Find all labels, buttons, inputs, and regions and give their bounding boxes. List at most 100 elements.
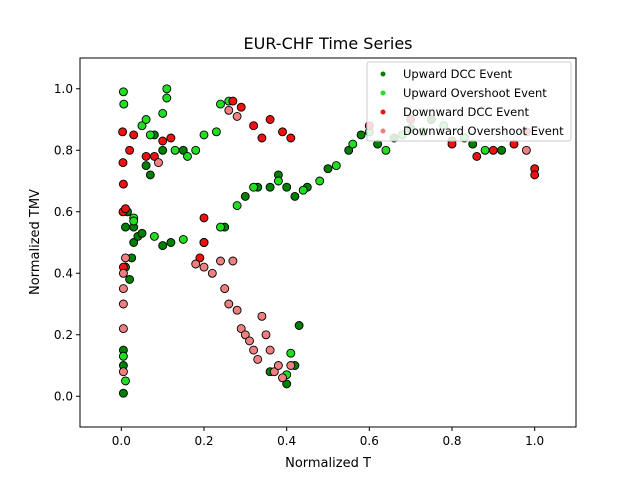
- x-axis-label: Normalized T: [285, 456, 371, 471]
- data-point: [530, 170, 540, 180]
- data-point: [125, 274, 135, 284]
- data-point: [118, 158, 128, 168]
- data-point: [119, 99, 129, 109]
- data-point: [118, 268, 128, 278]
- data-point: [216, 222, 225, 232]
- legend-box: [366, 61, 572, 142]
- data-point: [220, 284, 230, 294]
- data-point: [282, 182, 292, 192]
- data-point: [232, 201, 242, 211]
- data-point: [121, 222, 130, 232]
- data-point: [273, 176, 283, 186]
- data-point: [191, 259, 201, 269]
- data-point: [265, 345, 275, 355]
- data-point: [344, 145, 354, 155]
- data-point: [166, 238, 176, 247]
- x-tick-label: 0.4: [277, 434, 296, 448]
- data-point: [149, 231, 159, 241]
- data-point: [257, 133, 267, 143]
- legend-label: Upward DCC Event: [403, 67, 513, 81]
- data-point: [290, 191, 300, 201]
- legend-items: Upward DCC Event Upward Overshoot Event Do…: [380, 67, 564, 138]
- data-point: [294, 321, 304, 330]
- data-point: [216, 256, 225, 266]
- data-point: [286, 133, 296, 143]
- data-point: [282, 379, 292, 389]
- data-point: [170, 145, 180, 155]
- data-point: [137, 228, 147, 238]
- y-tick-label: 0.0: [54, 389, 73, 403]
- data-point: [195, 253, 205, 263]
- data-point: [224, 299, 234, 309]
- x-tick-label: 0.0: [112, 434, 131, 448]
- data-point: [158, 241, 168, 251]
- series-1: [118, 115, 507, 398]
- data-point: [265, 182, 275, 192]
- data-point: [118, 87, 128, 97]
- data-point: [298, 185, 308, 195]
- data-point: [286, 348, 296, 358]
- data-point: [249, 121, 259, 131]
- legend-marker: [380, 128, 386, 134]
- data-point: [261, 330, 271, 340]
- data-point: [269, 367, 279, 377]
- data-point: [199, 238, 209, 247]
- data-point: [158, 108, 168, 118]
- y-axis-ticks: 0.0 0.2 0.4 0.6 0.8 1.0: [54, 82, 80, 403]
- data-point: [236, 102, 246, 112]
- data-point: [207, 268, 217, 278]
- x-tick-label: 0.6: [360, 434, 379, 448]
- data-point: [178, 234, 188, 244]
- data-point: [118, 388, 128, 398]
- data-point: [381, 145, 391, 155]
- data-point: [191, 145, 201, 155]
- y-axis-label: Normalized TMV: [28, 189, 43, 295]
- y-tick-label: 0.2: [54, 328, 73, 342]
- data-point: [236, 324, 246, 334]
- legend-label: Downward DCC Event: [403, 105, 530, 119]
- data-point: [278, 373, 287, 383]
- data-point: [118, 127, 128, 137]
- data-point: [273, 361, 283, 370]
- data-point: [129, 130, 139, 140]
- data-point: [145, 130, 155, 140]
- plot-frame: [79, 57, 577, 428]
- data-point: [137, 121, 147, 131]
- data-point: [216, 99, 225, 109]
- data-point: [118, 351, 128, 361]
- data-point: [141, 161, 151, 171]
- data-point: [488, 145, 498, 155]
- data-point: [348, 139, 358, 149]
- data-point: [286, 361, 296, 370]
- y-tick-label: 0.4: [54, 266, 73, 280]
- data-point: [224, 105, 234, 115]
- data-point: [162, 93, 172, 103]
- data-point: [199, 262, 209, 272]
- data-point: [162, 84, 172, 94]
- x-tick-label: 0.2: [194, 434, 213, 448]
- data-point: [232, 111, 242, 121]
- legend: Upward DCC Event Upward Overshoot Event Do…: [366, 61, 572, 142]
- data-point: [472, 151, 482, 161]
- y-tick-label: 0.8: [54, 143, 73, 157]
- data-point: [249, 182, 259, 192]
- data-point: [497, 145, 507, 155]
- data-point: [118, 179, 128, 189]
- data-point: [118, 284, 128, 294]
- data-point: [521, 145, 531, 155]
- data-point: [121, 376, 130, 386]
- data-point: [149, 151, 159, 161]
- data-point: [154, 158, 163, 168]
- data-point: [129, 216, 139, 226]
- data-point: [278, 127, 287, 137]
- data-point: [183, 151, 192, 161]
- data-point: [141, 115, 151, 124]
- data-point: [121, 253, 130, 263]
- data-point: [158, 145, 168, 155]
- x-axis-ticks: 0.0 0.2 0.4 0.6 0.8 1.0: [112, 427, 544, 448]
- y-tick-label: 0.6: [54, 205, 73, 219]
- data-point: [125, 145, 135, 155]
- data-point: [211, 127, 221, 137]
- data-point: [240, 191, 250, 201]
